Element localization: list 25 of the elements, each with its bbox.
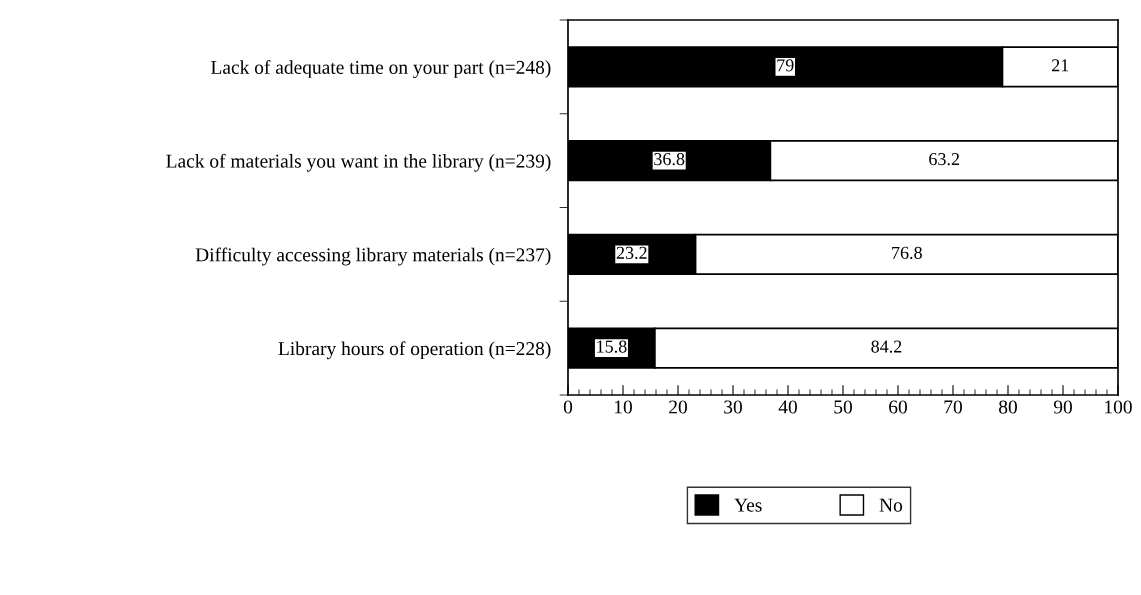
x-tick-label: 10 — [614, 400, 632, 414]
data-label: 23.2 — [616, 246, 647, 259]
x-tick-label: 40 — [778, 400, 797, 414]
x-tick-label: 20 — [669, 400, 687, 414]
data-label: 15.8 — [597, 340, 627, 353]
x-tick-label: 60 — [889, 400, 907, 414]
x-tick-label: 80 — [999, 400, 1017, 414]
x-tick-label: 0 — [563, 400, 573, 414]
data-label: 79 — [777, 59, 794, 72]
legend-label: Yes — [734, 498, 762, 512]
data-label: 76.8 — [892, 246, 922, 259]
data-label: 21 — [1052, 59, 1069, 72]
y-tick-label: Lack of adequate time on your part (n=248) — [211, 60, 551, 78]
data-label: 63.2 — [929, 153, 959, 166]
x-tick-label: 70 — [944, 400, 962, 414]
x-tick-label: 100 — [1105, 400, 1132, 414]
y-tick-label: Lack of materials you want in the library (n=239) — [166, 153, 551, 172]
x-tick-label: 30 — [724, 400, 742, 414]
data-label: 84.2 — [871, 340, 902, 353]
x-tick-label: 90 — [1053, 400, 1072, 414]
legend-label: No — [879, 498, 903, 512]
y-tick-label: Difficulty accessing library materials (n=237) — [195, 247, 551, 266]
data-label: 36.8 — [654, 152, 685, 166]
y-tick-label: Library hours of operation (n=228) — [278, 341, 551, 360]
x-tick-label: 50 — [834, 400, 852, 414]
